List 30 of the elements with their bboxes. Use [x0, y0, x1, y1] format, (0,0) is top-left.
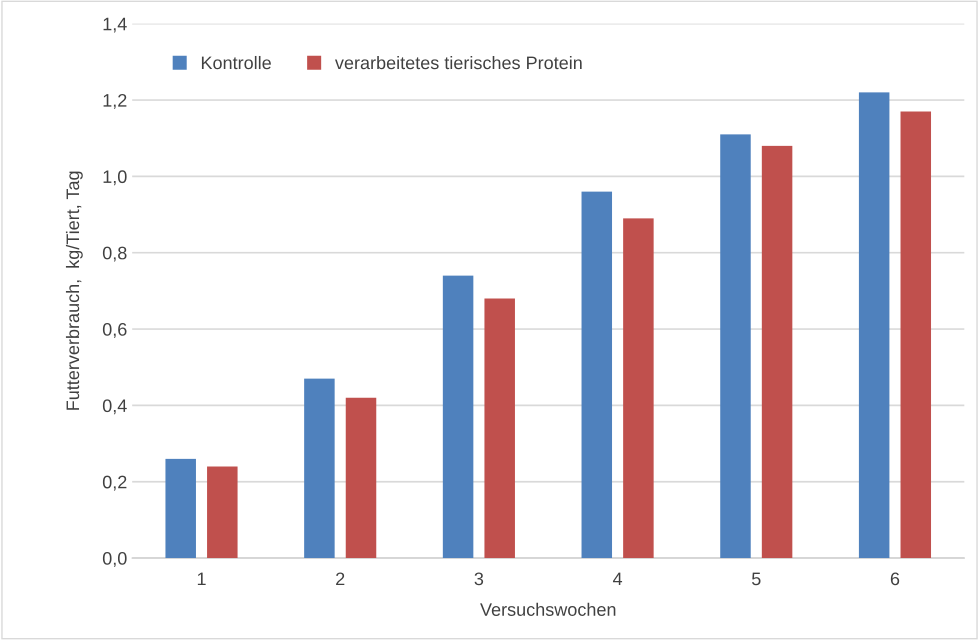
- y-tick-label: 0,4: [102, 399, 127, 414]
- bar: [304, 378, 335, 558]
- bar: [623, 218, 654, 558]
- x-tick-label: 5: [752, 572, 761, 586]
- x-tick-label: 1: [198, 572, 206, 586]
- legend-label: Kontrolle: [202, 56, 271, 70]
- y-tick-label: 1,4: [104, 18, 127, 33]
- y-tick-label: 0,6: [102, 322, 127, 338]
- x-tick-label: 3: [474, 572, 484, 586]
- y-tick-label: 1,2: [104, 94, 126, 109]
- bar: [582, 192, 612, 558]
- bar: [900, 111, 932, 558]
- y-tick-label: 0,8: [102, 246, 127, 262]
- x-tick-label: 6: [890, 572, 900, 586]
- y-tick-label: 0,2: [102, 476, 126, 491]
- y-tick-label: 1,0: [104, 170, 127, 186]
- bar: [762, 146, 792, 558]
- bar: [346, 398, 376, 558]
- x-tick-label: 2: [336, 572, 344, 586]
- bar: [858, 92, 890, 558]
- x-axis-title: Versuchswochen: [480, 602, 616, 616]
- bar: [442, 276, 474, 558]
- legend-label: verarbeitetes tierisches Protein: [334, 56, 582, 70]
- bar: [207, 466, 238, 558]
- bar: [484, 298, 515, 558]
- x-tick-label: 4: [612, 572, 622, 586]
- y-tick-label: 0,0: [102, 552, 127, 567]
- bar: [720, 134, 751, 558]
- y-axis-title: Futterverbrauch, kg/Tiert, Tag: [66, 172, 83, 410]
- bar: [165, 458, 196, 558]
